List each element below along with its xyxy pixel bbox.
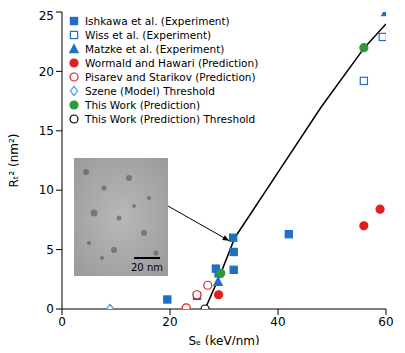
svg-text:20: 20: [39, 65, 54, 79]
html-text:Szene (Model) Threshold: Szene (Model) Threshold: [85, 85, 215, 97]
svg-text:Rₜ² (nm²): Rₜ² (nm²): [8, 134, 21, 188]
svg-text:20 nm: 20 nm: [131, 262, 163, 273]
svg-text:25: 25: [39, 9, 54, 23]
html-text:Matzke et al. (Experiment): Matzke et al. (Experiment): [85, 43, 225, 55]
svg-text:0: 0: [46, 302, 54, 316]
svg-text:15: 15: [39, 124, 54, 138]
svg-text:60: 60: [378, 315, 393, 329]
html-text:Wormald and Hawari (Prediction: Wormald and Hawari (Prediction): [85, 57, 259, 69]
svg-text:Sₑ (keV/nm): Sₑ (keV/nm): [188, 334, 259, 345]
html-text:Ishkawa et al. (Experiment): Ishkawa et al. (Experiment): [85, 15, 230, 27]
svg-text:40: 40: [270, 315, 285, 329]
svg-text:0: 0: [58, 315, 66, 329]
svg-text:20: 20: [162, 315, 177, 329]
html-text:Pisarev and Starikov (Predicti: Pisarev and Starikov (Prediction): [85, 71, 256, 83]
svg-text:5: 5: [46, 243, 54, 257]
html-text:Wiss et al. (Experiment): Wiss et al. (Experiment): [85, 29, 212, 41]
html-text:This Work (Prediction): This Work (Prediction): [85, 99, 201, 111]
svg-text:10: 10: [39, 183, 54, 197]
html-text:This Work (Prediction) Thresho: This Work (Prediction) Threshold: [85, 113, 256, 125]
